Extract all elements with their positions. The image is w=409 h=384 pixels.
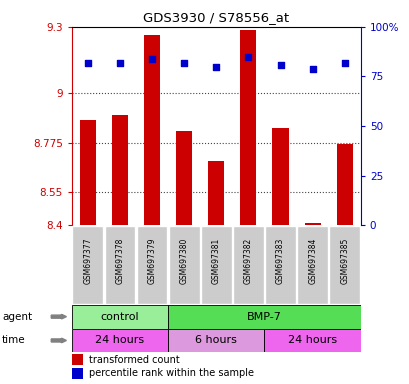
Text: GSM697382: GSM697382 [243,237,252,283]
Text: GSM697381: GSM697381 [211,237,220,283]
Text: transformed count: transformed count [89,354,180,364]
Bar [168,305,360,329]
Point [341,60,347,66]
Point [276,61,283,68]
Bar [272,128,288,225]
Bar [176,131,192,225]
Bar [72,305,168,329]
Bar [304,223,320,225]
Text: GSM697384: GSM697384 [308,237,316,284]
Text: GSM697377: GSM697377 [83,237,92,284]
Point [245,54,251,60]
Bar [240,30,256,225]
Text: time: time [2,336,26,346]
Bar [80,119,96,225]
Bar [168,329,264,353]
FancyBboxPatch shape [104,226,135,304]
Point [148,56,155,62]
FancyBboxPatch shape [72,226,103,304]
Text: control: control [100,312,139,322]
FancyBboxPatch shape [169,226,199,304]
FancyBboxPatch shape [232,226,263,304]
Bar [72,368,83,379]
Bar [72,354,83,365]
Text: 6 hours: 6 hours [195,336,237,346]
Text: 24 hours: 24 hours [288,336,336,346]
FancyBboxPatch shape [200,226,231,304]
Point [117,60,123,66]
Text: 24 hours: 24 hours [95,336,144,346]
Point [309,66,315,72]
Bar [112,115,128,225]
Bar [208,161,224,225]
Text: GSM697380: GSM697380 [179,237,188,284]
Point [180,60,187,66]
Bar [144,35,160,225]
Text: GSM697378: GSM697378 [115,237,124,284]
Point [213,63,219,70]
FancyBboxPatch shape [297,226,327,304]
Bar [336,144,352,225]
Text: GSM697383: GSM697383 [275,237,284,284]
Text: BMP-7: BMP-7 [246,312,281,322]
Bar [264,329,360,353]
Text: agent: agent [2,312,32,322]
Text: GSM697385: GSM697385 [339,237,348,284]
Title: GDS3930 / S78556_at: GDS3930 / S78556_at [143,11,289,24]
Bar [72,329,168,353]
Text: percentile rank within the sample: percentile rank within the sample [89,369,254,379]
Text: GSM697379: GSM697379 [147,237,156,284]
FancyBboxPatch shape [265,226,295,304]
Point [84,60,91,66]
FancyBboxPatch shape [328,226,359,304]
FancyBboxPatch shape [136,226,167,304]
